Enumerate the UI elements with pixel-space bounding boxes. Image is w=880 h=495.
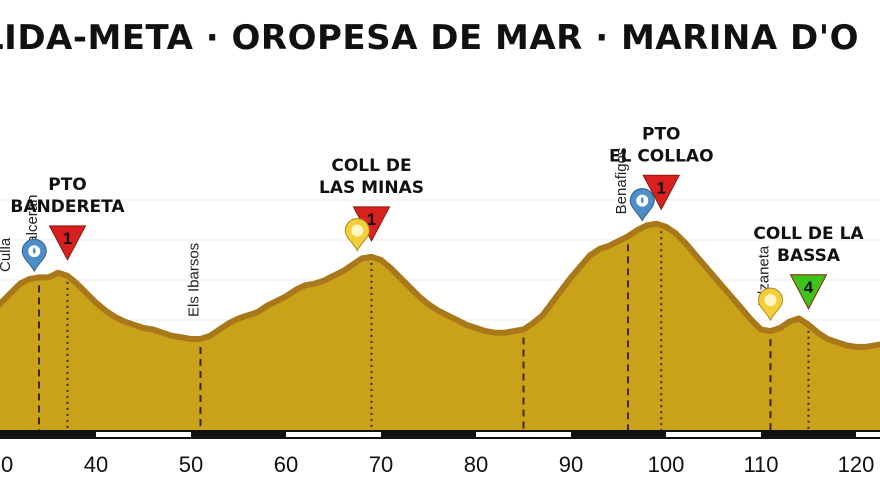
km-tick-label: 60 (274, 452, 298, 477)
summit-name: COLL DE LA (753, 224, 864, 244)
category-badge (789, 274, 828, 310)
summit-name: EL COLLAO (609, 146, 714, 166)
summit-name: COLL DE (331, 156, 411, 176)
summit-name: BANDERETA (10, 197, 125, 217)
category-number: 4 (804, 278, 814, 297)
km-bar-segment (476, 432, 571, 437)
water-drop-icon (640, 196, 644, 204)
km-tick-label: 90 (559, 452, 583, 477)
km-tick-label: 80 (464, 452, 488, 477)
km-tick-label: 100 (648, 452, 685, 477)
category-badge (642, 174, 681, 211)
place-label: Els Ibarsos (186, 243, 203, 317)
km-tick-label: 40 (84, 452, 108, 477)
km-bar (0, 430, 880, 439)
profile-area (0, 223, 880, 430)
km-bar-segment (286, 432, 381, 437)
km-tick-label: 70 (369, 452, 393, 477)
km-tick-label: 30 (0, 452, 13, 477)
water-drop-icon (32, 247, 36, 255)
km-bar-segment (666, 432, 761, 437)
km-tick-label: 120 (838, 452, 875, 477)
feed-zone-dot (351, 224, 364, 237)
summit-name: BASSA (777, 246, 841, 266)
km-tick-label: 110 (743, 452, 778, 477)
summit-name: PTO (642, 124, 681, 144)
km-bar-segment (856, 432, 880, 437)
profile-crest (0, 220, 880, 350)
stage-title: LIDA-META · OROPESA DE MAR · MARINA D'O (0, 18, 860, 58)
km-bar-segment (96, 432, 191, 437)
summit-name: PTO (48, 175, 87, 195)
place-label: Culla (0, 237, 14, 272)
summit-name: LAS MINAS (319, 178, 424, 198)
category-badge (48, 225, 87, 261)
km-tick-label: 50 (179, 452, 203, 477)
category-number: 1 (367, 210, 376, 229)
place-label: Benafigos (613, 148, 630, 215)
feed-zone-dot (764, 294, 777, 307)
category-number: 1 (63, 229, 72, 248)
category-number: 1 (657, 178, 666, 197)
